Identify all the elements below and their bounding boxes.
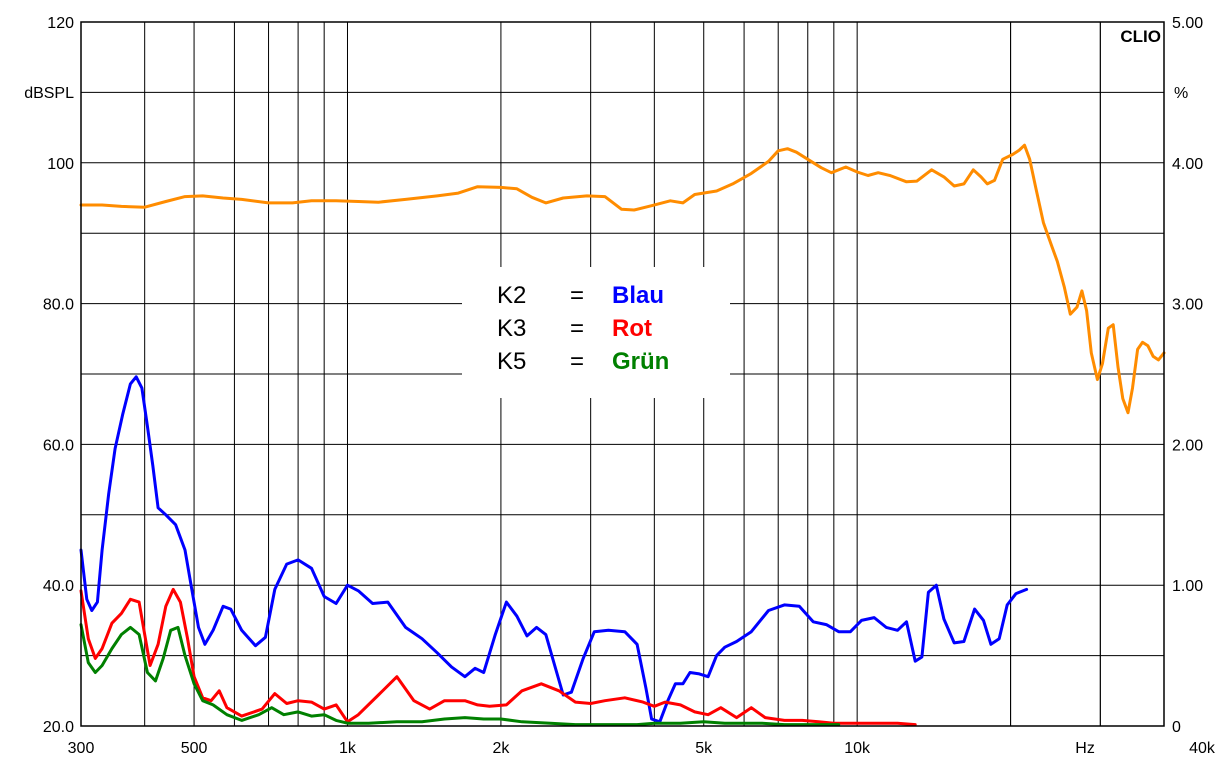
x-tick-label: Hz <box>1075 740 1095 757</box>
y-left-tick-label: 20.0 <box>43 719 74 736</box>
series-line-k5 <box>79 623 841 727</box>
y-left-tick-label: 40.0 <box>43 578 74 595</box>
y-right-tick-label: 3.00 <box>1172 297 1203 314</box>
x-tick-label: 10k <box>844 740 871 757</box>
legend-name: Blau <box>612 282 664 309</box>
legend-key: K2 <box>497 282 526 309</box>
plot-frame <box>80 21 1165 727</box>
legend-key: K5 <box>497 348 526 375</box>
x-tick-label: 500 <box>181 740 208 757</box>
x-tick-label: 40k <box>1189 740 1216 757</box>
legend-equals: = <box>570 282 584 309</box>
series-line-k2 <box>79 375 1029 724</box>
x-tick-label: 5k <box>695 740 713 757</box>
y-left-tick-label: 120 <box>47 15 74 32</box>
y-right-tick-label: 4.00 <box>1172 156 1203 173</box>
y-left-tick-label: 60.0 <box>43 437 74 454</box>
legend-box <box>462 267 730 398</box>
y-right-tick-label: 1.00 <box>1172 578 1203 595</box>
axis-labels: 120 100 80.0 60.0 40.0 20.0 5.00 4.00 3.00 2.00 1.… <box>24 15 1216 757</box>
legend-equals: = <box>570 315 584 342</box>
series-layer <box>79 143 1166 727</box>
y-axis-label-right: % <box>1174 85 1188 102</box>
x-tick-label: 2k <box>492 740 510 757</box>
y-left-tick-label: 100 <box>47 156 74 173</box>
y-left-tick-label: 80.0 <box>43 297 74 314</box>
x-tick-label: 300 <box>68 740 95 757</box>
x-tick-label: 1k <box>339 740 357 757</box>
clio-watermark: CLIO <box>1120 27 1161 46</box>
y-right-tick-label: 0 <box>1172 719 1181 736</box>
series-line-k3 <box>79 587 917 727</box>
y-right-tick-label: 2.00 <box>1172 437 1203 454</box>
y-right-tick-label: 5.00 <box>1172 15 1203 32</box>
legend-name: Rot <box>612 315 652 342</box>
legend: K2 = Blau K3 = Rot K5 = Grün <box>462 267 730 398</box>
legend-equals: = <box>570 348 584 375</box>
y-axis-label-left: dBSPL <box>24 85 74 102</box>
legend-name: Grün <box>612 348 669 375</box>
legend-key: K3 <box>497 315 526 342</box>
series-line-spl <box>79 143 1166 415</box>
